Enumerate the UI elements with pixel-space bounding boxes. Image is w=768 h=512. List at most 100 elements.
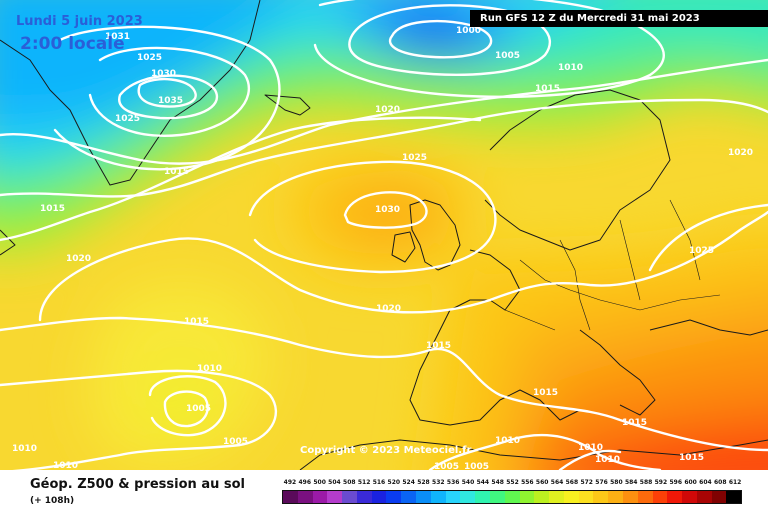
isobars xyxy=(0,0,768,470)
legend-value-label: 496 xyxy=(298,479,312,486)
pressure-label: 1025 xyxy=(402,153,428,163)
legend-value-label: 572 xyxy=(580,479,593,486)
pressure-label: 1015 xyxy=(426,341,452,351)
legend-value-label: 508 xyxy=(343,479,356,486)
legend-value-label: 556 xyxy=(521,479,534,486)
legend-value-label: 588 xyxy=(639,479,653,486)
pressure-label: 1020 xyxy=(66,254,92,264)
legend-swatch xyxy=(475,491,490,503)
legend-swatch xyxy=(549,491,564,503)
legend-swatch xyxy=(386,491,402,503)
legend-swatch xyxy=(696,491,712,503)
legend-value-label: 552 xyxy=(506,479,519,486)
legend-value-label: 560 xyxy=(535,479,549,486)
pressure-label: 1010 xyxy=(558,63,584,73)
pressure-label: 1030 xyxy=(375,205,401,215)
forecast-hours: (+ 108h) xyxy=(30,496,75,506)
pressure-label: 1020 xyxy=(375,105,401,115)
legend-value-label: 516 xyxy=(372,479,386,486)
pressure-label: 1015 xyxy=(622,418,648,428)
legend-swatch xyxy=(356,491,372,503)
pressure-label: 1010 xyxy=(197,364,223,374)
pressure-label: 1005 xyxy=(186,404,212,414)
legend-value-label: 576 xyxy=(595,479,608,486)
pressure-label: 1010 xyxy=(12,444,38,454)
legend-value-label: 500 xyxy=(313,479,326,486)
legend-swatch xyxy=(401,491,417,503)
legend-swatch xyxy=(534,491,550,503)
run-info-banner: Run GFS 12 Z du Mercredi 31 mai 2023 xyxy=(470,10,768,27)
legend-swatch xyxy=(519,491,535,503)
color-scale-legend xyxy=(282,490,742,504)
pressure-label: 1035 xyxy=(158,96,184,106)
legend-value-label: 532 xyxy=(432,479,445,486)
coastlines xyxy=(0,0,768,470)
legend-value-label: 604 xyxy=(699,479,712,486)
legend-swatch xyxy=(460,491,476,503)
legend-swatch xyxy=(312,491,328,503)
legend-value-label: 592 xyxy=(654,479,668,486)
pressure-label: 1025 xyxy=(689,246,715,256)
legend-value-label: 512 xyxy=(357,479,371,486)
legend-swatch xyxy=(667,491,683,503)
pressure-label: 1015 xyxy=(679,453,705,463)
legend-value-label: 608 xyxy=(713,479,727,486)
legend-swatch xyxy=(593,491,609,503)
pressure-label: 1015 xyxy=(164,167,190,177)
pressure-label: 1005 xyxy=(223,437,249,447)
legend-swatch xyxy=(578,491,594,503)
legend-swatch xyxy=(682,491,697,503)
valid-date: Lundi 5 juin 2023 xyxy=(16,14,143,29)
legend-value-label: 568 xyxy=(565,479,579,486)
weather-map xyxy=(0,0,768,470)
valid-time: 2:00 locale xyxy=(20,34,125,54)
legend-value-label: 540 xyxy=(461,479,475,486)
pressure-label: 1005 xyxy=(464,462,490,472)
pressure-label: 1020 xyxy=(728,148,754,158)
legend-value-label: 520 xyxy=(387,479,401,486)
map-title: Géop. Z500 & pression au sol xyxy=(30,477,245,492)
pressure-label: 1010 xyxy=(53,461,79,471)
pressure-label: 1010 xyxy=(595,455,621,465)
legend-value-label: 584 xyxy=(624,479,638,486)
legend-swatch xyxy=(371,491,387,503)
pressure-label: 1015 xyxy=(535,84,561,94)
pressure-label: 1000 xyxy=(456,26,482,36)
legend-swatch xyxy=(283,491,298,503)
legend-value-label: 548 xyxy=(491,479,504,486)
legend-value-label: 580 xyxy=(610,479,623,486)
legend-swatch xyxy=(622,491,638,503)
legend-swatch xyxy=(342,491,357,503)
geopotential-field xyxy=(0,0,768,470)
copyright-notice: Copyright © 2023 Meteociel.fr xyxy=(300,445,472,456)
legend-value-label: 596 xyxy=(669,479,682,486)
pressure-label: 1031 xyxy=(105,32,131,42)
legend-value-label: 564 xyxy=(550,479,564,486)
pressure-label: 1025 xyxy=(137,53,163,63)
legend-swatch xyxy=(563,491,579,503)
legend-value-label: 600 xyxy=(684,479,697,486)
legend-labels: 492 496 500 504 508 512 516 520 524 528 532 536 540 5… xyxy=(282,480,742,490)
legend-swatch xyxy=(327,491,343,503)
pressure-label: 1010 xyxy=(495,436,521,446)
pressure-label: 1025 xyxy=(115,114,141,124)
pressure-label: 1010 xyxy=(578,443,604,453)
legend-swatch xyxy=(416,491,431,503)
legend-swatch xyxy=(652,491,668,503)
legend-swatch xyxy=(430,491,446,503)
legend-swatch xyxy=(297,491,313,503)
pressure-label: 1015 xyxy=(40,204,66,214)
pressure-label: 1005 xyxy=(495,51,521,61)
legend-swatch xyxy=(489,491,505,503)
pressure-label: 1020 xyxy=(376,304,402,314)
legend-swatch xyxy=(445,491,461,503)
legend-value-label: 528 xyxy=(417,479,430,486)
pressure-label: 1015 xyxy=(184,317,210,327)
legend-swatch xyxy=(711,491,727,503)
legend-value-label: 504 xyxy=(328,479,341,486)
legend-value-label: 536 xyxy=(446,479,460,486)
legend-value-label: 524 xyxy=(402,479,415,486)
map-footer: Géop. Z500 & pression au sol (+ 108h) 49… xyxy=(0,470,768,512)
legend-value-label: 612 xyxy=(728,479,742,486)
pressure-label: 1030 xyxy=(151,69,177,79)
